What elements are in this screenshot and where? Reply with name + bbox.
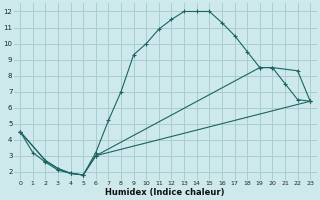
X-axis label: Humidex (Indice chaleur): Humidex (Indice chaleur)	[106, 188, 225, 197]
